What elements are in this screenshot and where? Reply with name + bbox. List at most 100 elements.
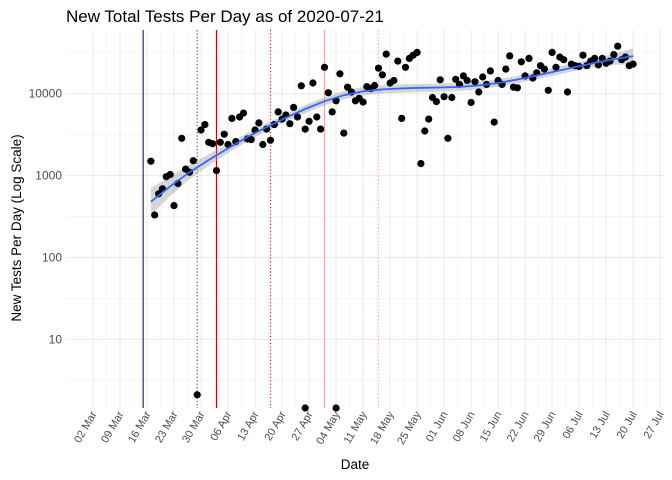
data-point [324,89,332,97]
data-point [475,88,483,96]
data-point [390,76,398,85]
data-point [401,63,410,71]
smooth-line [150,55,634,203]
data-point [486,67,494,75]
data-point [436,76,444,84]
data-point [301,404,309,412]
x-tick-label: 13 Jul [588,410,613,441]
data-point [548,48,556,57]
x-tick-label: 18 May [368,409,397,447]
data-point [155,190,163,198]
data-point [197,126,205,134]
data-point [344,83,352,91]
data-point [266,136,275,144]
data-point [502,65,510,73]
data-point [540,65,549,73]
grid-lines [66,30,664,408]
data-point [259,140,267,149]
data-point [560,56,568,64]
data-point [440,93,448,101]
x-tick-label: 27 Apr [289,409,315,443]
data-point [479,73,487,81]
x-tick-label: 01 Jun [424,410,451,445]
data-point [178,134,186,142]
data-point [228,114,236,122]
data-point [317,125,325,133]
data-point [417,160,425,168]
data-point [247,136,255,144]
data-point [313,113,321,121]
data-point [506,52,514,60]
data-point [591,54,599,63]
data-point [216,138,224,146]
chart-title: New Total Tests Per Day as of 2020-07-21 [66,7,384,26]
scatter-points [147,42,637,412]
smooth-curve [150,55,634,203]
data-point [201,121,209,129]
data-point [452,75,460,83]
data-point [544,86,552,94]
data-point [513,84,522,92]
data-point [471,78,479,86]
x-tick-label: 08 Jun [451,410,478,445]
data-point [525,54,533,63]
data-point [448,93,456,102]
data-point [444,134,452,142]
data-point [378,71,386,79]
data-point [563,88,572,96]
data-point [332,404,340,412]
x-tick-label: 20 Jul [615,410,640,441]
y-axis-title: New Tests Per Day (Log Scale) [9,134,24,321]
data-point [297,82,305,90]
x-tick-label: 11 May [342,409,370,446]
x-tick-label: 30 Mar [180,409,208,445]
data-point [425,115,433,123]
data-point [517,58,525,66]
data-point [432,98,440,106]
data-point [490,118,498,126]
x-axis-ticks: 02 Mar 09 Mar 16 Mar 23 Mar 30 Mar 06 Apr 13 A… [72,409,667,447]
data-point [301,125,309,133]
data-point [598,54,606,63]
data-point [610,51,618,59]
x-tick-label: 15 Jun [478,410,505,445]
x-tick-label: 09 Mar [99,409,127,445]
data-point [629,60,637,68]
data-point [290,103,298,111]
data-point [328,108,336,116]
data-point [382,50,390,58]
x-tick-label: 22 Jun [505,410,532,445]
y-tick-label: 1000 [35,169,62,183]
y-tick-label: 100 [42,250,62,264]
data-point [552,63,560,71]
data-point [293,113,302,121]
data-point [189,157,197,165]
data-point [309,79,317,87]
data-point [209,140,217,148]
x-tick-label: 06 Apr [208,409,234,443]
data-point [371,81,379,90]
x-tick-label: 04 May [314,409,343,447]
data-point [239,109,248,117]
x-tick-label: 27 Jul [642,410,667,441]
data-point [220,130,228,138]
data-point [193,391,201,399]
data-point [320,63,329,71]
x-tick-label: 29 Jun [532,410,559,445]
data-point [286,120,294,128]
data-point [151,211,159,219]
data-point [212,167,221,175]
data-point [398,114,406,122]
x-tick-label: 16 Mar [126,409,154,445]
data-point [305,117,313,125]
x-tick-label: 13 Apr [235,409,261,443]
reference-lines [142,30,380,408]
y-axis-ticks: 10 100 1000 10000 [29,87,63,347]
data-point [224,140,232,149]
data-point [340,129,348,137]
data-point [394,57,402,65]
data-point [421,127,429,135]
x-axis-title: Date [341,457,370,472]
x-tick-label: 23 Mar [153,409,181,445]
